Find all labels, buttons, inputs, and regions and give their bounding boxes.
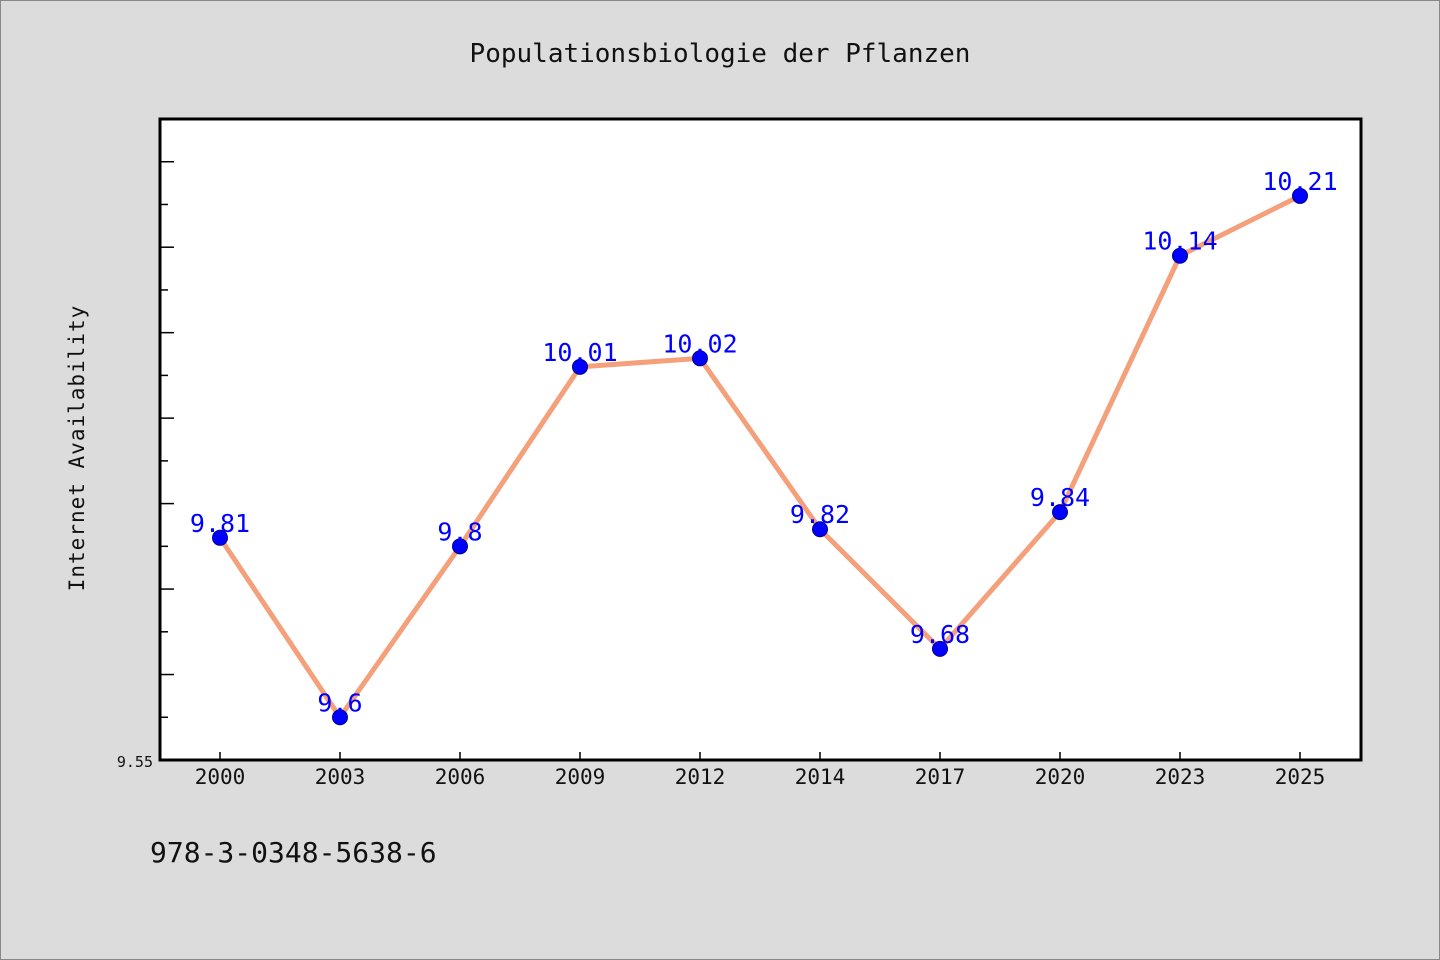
series-line bbox=[217, 193, 1302, 720]
data-point bbox=[1052, 504, 1068, 521]
x-tick-label: 2000 bbox=[195, 765, 246, 789]
x-tick-label: 2020 bbox=[1035, 765, 1086, 789]
x-tick-label: 2014 bbox=[795, 765, 846, 789]
plot-area bbox=[158, 117, 1363, 762]
data-point bbox=[1292, 187, 1308, 204]
data-label: 10.14 bbox=[1142, 227, 1217, 256]
data-label: 9.68 bbox=[910, 620, 970, 649]
x-tick-label: 2025 bbox=[1275, 765, 1326, 789]
x-tick-label: 2023 bbox=[1155, 765, 1206, 789]
data-label: 10.01 bbox=[542, 338, 617, 367]
data-label: 9.82 bbox=[790, 500, 850, 529]
data-label: 9.81 bbox=[190, 509, 250, 538]
data-point bbox=[932, 640, 948, 657]
y-tick-label: 9.55 bbox=[117, 753, 153, 771]
data-point bbox=[812, 521, 828, 538]
y-axis-ticks bbox=[160, 118, 174, 761]
x-tick-label: 2017 bbox=[915, 765, 966, 789]
x-tick-label: 2006 bbox=[435, 765, 486, 789]
data-point bbox=[212, 529, 228, 546]
x-tick-label: 2003 bbox=[315, 765, 366, 789]
chart-title: Populationsbiologie der Pflanzen bbox=[470, 39, 971, 69]
x-axis: 2000 2003 2006 2009 2012 2014 2017 2020 2023 2025 bbox=[195, 752, 1326, 789]
isbn-text: 978-3-0348-5638-6 bbox=[150, 836, 437, 869]
data-label: 10.02 bbox=[662, 329, 737, 358]
data-point bbox=[452, 538, 468, 555]
data-point bbox=[572, 358, 588, 375]
data-labels: 9.81 9.6 9.8 10.01 10.02 9.82 9.68 9.84 10.14 10.… bbox=[190, 167, 1338, 717]
data-label: 9.84 bbox=[1030, 483, 1090, 512]
data-point bbox=[1172, 247, 1188, 264]
data-point bbox=[332, 709, 348, 726]
x-tick-label: 2012 bbox=[675, 765, 726, 789]
x-tick-label: 2009 bbox=[555, 765, 606, 789]
data-point bbox=[692, 350, 708, 367]
y-axis-label: Internet Availability bbox=[65, 305, 89, 592]
data-markers bbox=[212, 187, 1308, 726]
data-label: 9.6 bbox=[317, 688, 362, 717]
data-label: 10.21 bbox=[1262, 167, 1337, 196]
data-label: 9.8 bbox=[437, 517, 482, 546]
